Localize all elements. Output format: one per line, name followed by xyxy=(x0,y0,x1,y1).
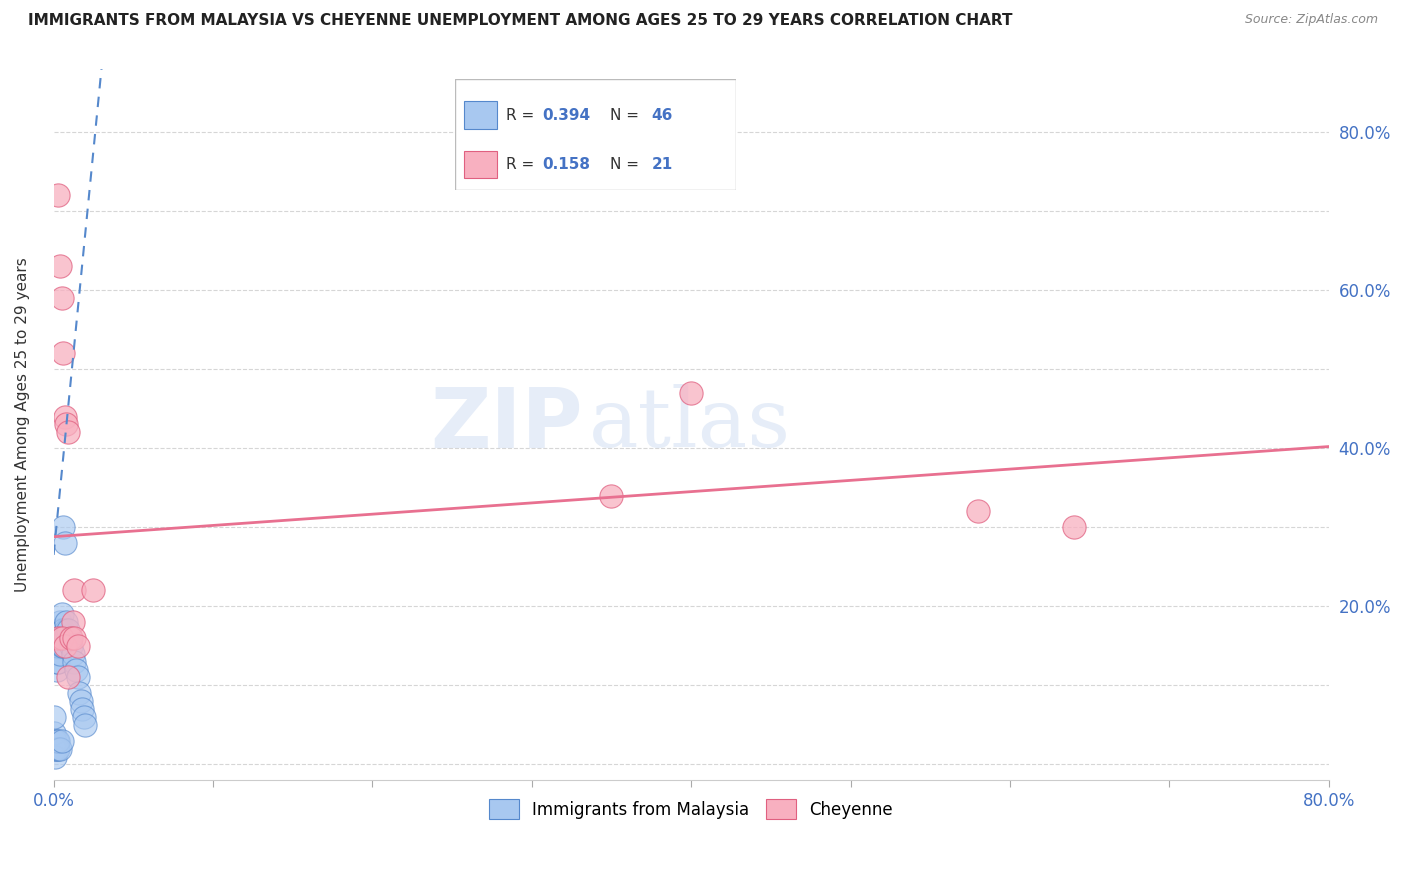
Legend: Immigrants from Malaysia, Cheyenne: Immigrants from Malaysia, Cheyenne xyxy=(482,793,900,825)
Point xyxy=(48,631,70,645)
Point xyxy=(73,710,96,724)
Point xyxy=(44,749,66,764)
Point xyxy=(51,733,73,747)
Point xyxy=(49,647,72,661)
Point xyxy=(52,346,75,360)
Point xyxy=(600,489,623,503)
Point xyxy=(49,259,72,273)
Point xyxy=(48,188,70,202)
Point xyxy=(60,631,83,645)
Point xyxy=(49,623,72,637)
Point xyxy=(681,385,703,400)
Point xyxy=(51,291,73,305)
Point xyxy=(53,631,76,645)
Point xyxy=(45,655,67,669)
Point xyxy=(48,623,70,637)
Text: ZIP: ZIP xyxy=(430,384,583,465)
Text: IMMIGRANTS FROM MALAYSIA VS CHEYENNE UNEMPLOYMENT AMONG AGES 25 TO 29 YEARS CORR: IMMIGRANTS FROM MALAYSIA VS CHEYENNE UNE… xyxy=(28,13,1012,29)
Point xyxy=(58,631,80,645)
Point xyxy=(53,639,76,653)
Point xyxy=(48,733,70,747)
Point xyxy=(51,623,73,637)
Point xyxy=(53,536,76,550)
Point xyxy=(48,655,70,669)
Point xyxy=(66,639,89,653)
Text: atlas: atlas xyxy=(589,384,792,465)
Point xyxy=(55,417,77,432)
Point xyxy=(1063,520,1085,534)
Point xyxy=(55,615,77,629)
Point xyxy=(72,702,94,716)
Point xyxy=(69,694,91,708)
Point xyxy=(82,583,104,598)
Point xyxy=(60,639,83,653)
Text: Source: ZipAtlas.com: Source: ZipAtlas.com xyxy=(1244,13,1378,27)
Point xyxy=(42,741,65,756)
Point xyxy=(48,639,70,653)
Point xyxy=(42,710,65,724)
Point xyxy=(45,733,67,747)
Point xyxy=(52,623,75,637)
Point xyxy=(51,631,73,645)
Point xyxy=(53,409,76,424)
Point xyxy=(44,639,66,653)
Point xyxy=(51,639,73,653)
Point xyxy=(56,623,79,637)
Point xyxy=(63,655,86,669)
Point xyxy=(67,686,90,700)
Point xyxy=(65,663,87,677)
Point xyxy=(44,741,66,756)
Point xyxy=(52,639,75,653)
Point xyxy=(63,631,86,645)
Point xyxy=(967,504,990,518)
Point xyxy=(62,615,84,629)
Point xyxy=(42,726,65,740)
Point xyxy=(66,671,89,685)
Point xyxy=(56,425,79,440)
Point xyxy=(55,623,77,637)
Point xyxy=(45,741,67,756)
Point xyxy=(63,583,86,598)
Point xyxy=(48,741,70,756)
Point xyxy=(49,741,72,756)
Point xyxy=(44,733,66,747)
Point xyxy=(49,615,72,629)
Point xyxy=(75,718,97,732)
Point xyxy=(62,647,84,661)
Point xyxy=(52,520,75,534)
Point xyxy=(56,671,79,685)
Point xyxy=(51,607,73,622)
Point xyxy=(45,631,67,645)
Y-axis label: Unemployment Among Ages 25 to 29 years: Unemployment Among Ages 25 to 29 years xyxy=(15,257,30,591)
Point xyxy=(44,647,66,661)
Point xyxy=(49,631,72,645)
Point xyxy=(45,663,67,677)
